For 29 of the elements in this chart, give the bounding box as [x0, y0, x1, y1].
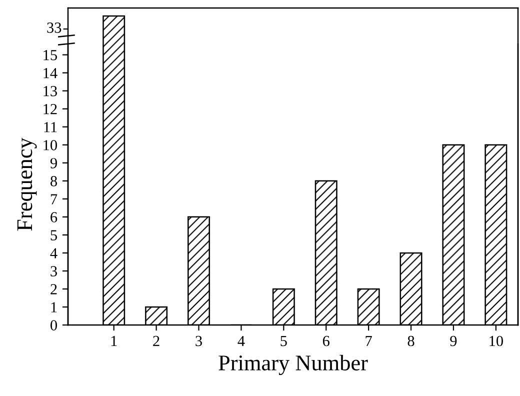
y-tick-label: 1: [51, 302, 57, 312]
y-tick-label: 0: [50, 320, 57, 330]
x-tick-label: 9: [450, 336, 457, 346]
x-tick-label: 10: [490, 336, 503, 346]
x-tick-label: 7: [366, 336, 372, 346]
y-tick-label: 13: [44, 86, 57, 96]
x-tick-label: 2: [153, 336, 160, 346]
text: 33: [47, 22, 62, 33]
y-tick-label: 5: [50, 230, 57, 240]
y-tick-label: 15: [44, 50, 57, 60]
x-tick-label: 5: [280, 336, 287, 346]
y-tick-label: 8: [50, 176, 57, 186]
y-tick-label: 2: [50, 284, 57, 294]
y-tick-label: 4: [50, 248, 58, 258]
x-axis-title: Primary Number: [218, 354, 368, 376]
y-tick-label: 7: [50, 194, 58, 204]
x-tick-label: 1: [111, 336, 117, 346]
x-tick-label: 3: [196, 336, 202, 346]
y-tick-label: 14: [44, 68, 58, 78]
x-tick-label: 4: [238, 336, 245, 346]
y-tick-label: 12: [44, 104, 57, 114]
y-tick-label: 9: [50, 158, 57, 168]
y-tick-label: 11: [44, 122, 57, 132]
y-tick-label: 6: [50, 212, 58, 222]
y-tick-label: 10: [44, 140, 57, 150]
y-axis-title: Frequency: [17, 138, 37, 231]
x-tick-label: 6: [322, 336, 330, 346]
y-tick-label: 3: [50, 266, 57, 276]
x-tick-label: 8: [408, 336, 414, 346]
